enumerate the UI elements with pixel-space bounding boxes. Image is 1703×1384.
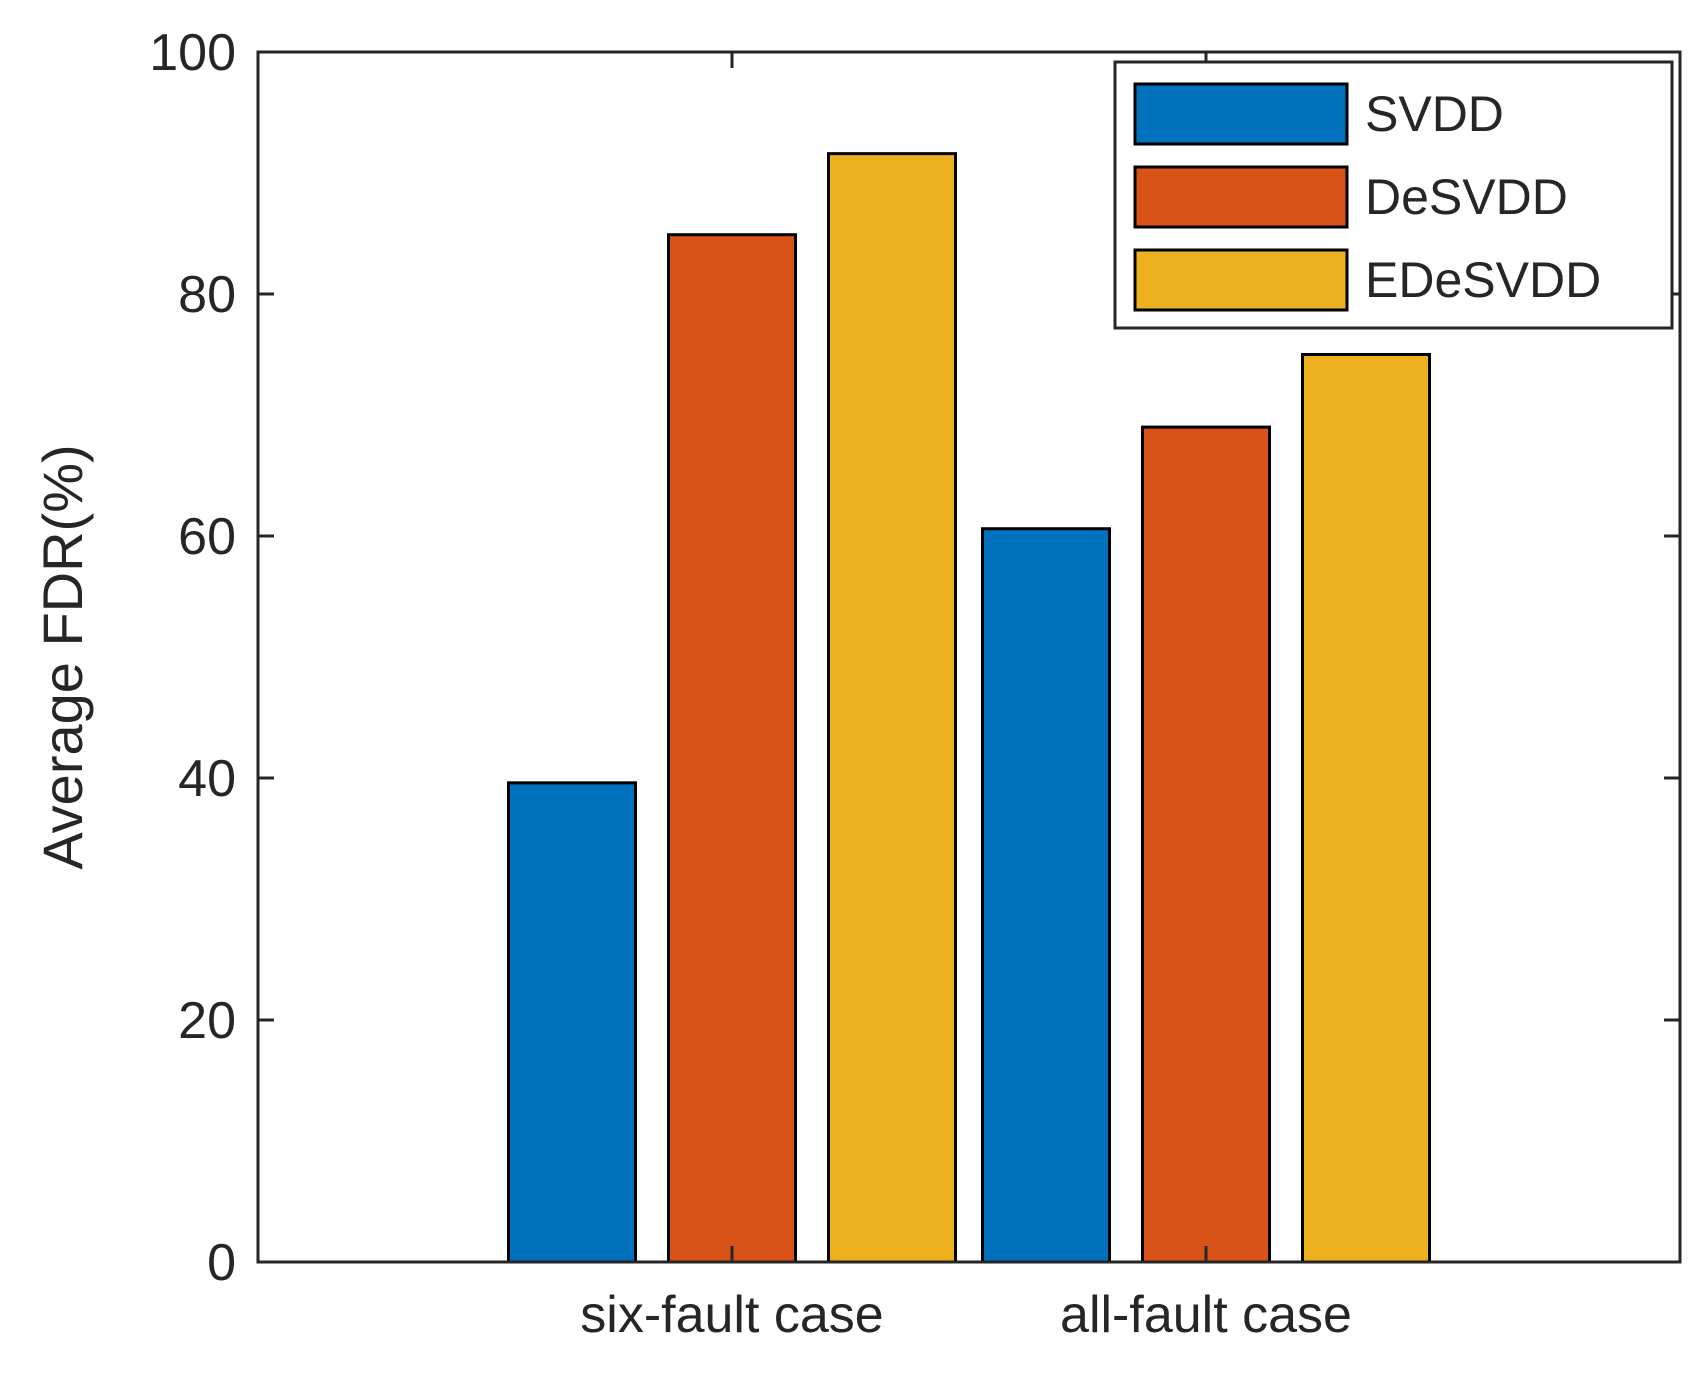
y-tick-label: 0 bbox=[207, 1234, 236, 1292]
y-tick-label: 20 bbox=[178, 992, 236, 1050]
x-tick-label: all-fault case bbox=[1060, 1286, 1352, 1344]
y-tick-label: 40 bbox=[178, 750, 236, 808]
y-tick-label: 100 bbox=[149, 24, 236, 82]
legend-label-desvdd: DeSVDD bbox=[1365, 169, 1568, 225]
legend-swatch-desvdd bbox=[1133, 165, 1349, 229]
bar-desvdd-2 bbox=[1141, 425, 1271, 1264]
bar-edesvdd-1 bbox=[827, 152, 957, 1264]
y-tick-label: 60 bbox=[178, 508, 236, 566]
legend-label-svdd: SVDD bbox=[1365, 86, 1504, 142]
bar-svdd-1 bbox=[507, 781, 637, 1264]
y-axis-title: Average FDR(%) bbox=[31, 444, 94, 869]
x-tick-label: six-fault case bbox=[580, 1286, 883, 1344]
plot-frame bbox=[256, 50, 1682, 1264]
ticks-layer: 0 20 40 60 80 100 six-fault case all-fault case bbox=[149, 24, 1680, 1344]
legend-label-edesvdd: EDeSVDD bbox=[1365, 252, 1601, 308]
legend-swatch-svdd bbox=[1133, 82, 1349, 146]
y-tick-label: 80 bbox=[178, 266, 236, 324]
bar-edesvdd-2 bbox=[1301, 353, 1431, 1264]
legend: SVDD DeSVDD EDeSVDD bbox=[1113, 60, 1674, 330]
bars-layer bbox=[507, 152, 1431, 1264]
legend-swatch-edesvdd bbox=[1133, 248, 1349, 312]
bar-desvdd-1 bbox=[667, 233, 797, 1264]
bar-svdd-2 bbox=[981, 527, 1111, 1264]
